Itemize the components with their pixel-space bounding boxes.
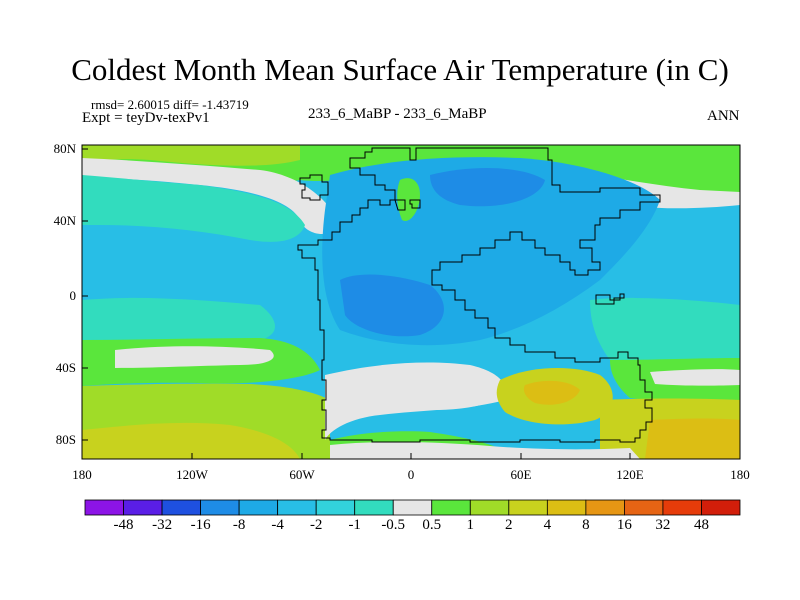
field-south-yellow-orange-west [82, 422, 300, 459]
coastlines [297, 147, 661, 443]
colorbar-swatch [277, 499, 317, 516]
lat-label-40n: 40N [53, 213, 76, 228]
field-north-yellow [82, 145, 300, 166]
lon-label-120w: 120W [176, 467, 208, 482]
lat-label-80n: 80N [53, 141, 76, 156]
axis-ticks [82, 148, 631, 459]
lon-label-60w: 60W [289, 467, 315, 482]
field-ocean-east-cyan [590, 297, 740, 363]
colorbar-swatch [123, 499, 163, 516]
colorbar-label: 0.5 [422, 517, 442, 533]
plot-title: Coldest Month Mean Surface Air Temperatu… [71, 52, 729, 87]
colorbar-swatch [431, 499, 471, 516]
colorbar-label: -8 [232, 517, 246, 533]
field-south-bottom-pale [330, 442, 640, 459]
colorbar-label: -4 [271, 517, 284, 533]
field-south-pale-west [115, 346, 274, 368]
colorbar-swatch [392, 499, 433, 516]
coastline-greenland [299, 174, 329, 201]
colorbar-label: 16 [616, 517, 632, 533]
center-label: 233_6_MaBP - 233_6_MaBP [308, 106, 487, 122]
experiment-label: Expt = teyDv-texPv1 [82, 110, 210, 126]
field-pangaea-core [340, 274, 444, 337]
colorbar-label: 1 [466, 517, 475, 533]
lon-label-180e: 180 [730, 467, 750, 482]
field-arctic-cyan [82, 175, 305, 242]
colorbar-swatch [469, 499, 510, 516]
coastline-pangaea [297, 147, 661, 443]
temperature-field [82, 145, 740, 459]
colorbar-label: -48 [113, 517, 134, 533]
lon-label-0: 0 [407, 467, 415, 482]
field-pangaea-north-core [430, 168, 545, 207]
field-ocean-west-cyan [82, 297, 275, 345]
colorbar-label: -1 [348, 517, 361, 533]
field-south-pale-east [650, 369, 740, 386]
colorbar-swatch [624, 499, 664, 516]
colorbar-label: 8 [582, 517, 590, 533]
colorbar-swatch [662, 499, 702, 516]
coastline-island-1 [394, 199, 406, 211]
colorbar-label: -16 [190, 517, 211, 533]
colorbar-label: 2 [505, 517, 513, 533]
colorbar-swatch [161, 499, 201, 516]
colorbar-label: -0.5 [381, 517, 406, 533]
field-south-warm-core [523, 380, 580, 405]
coastline-island-2 [409, 199, 421, 209]
field-south-east-orange [645, 418, 740, 459]
colorbar [84, 499, 741, 516]
colorbar-swatch [701, 499, 741, 516]
colorbar-swatch [354, 499, 394, 516]
field-arctic-pale [82, 158, 340, 235]
colorbar-label: -2 [309, 517, 323, 533]
coastline-island-3 [595, 293, 625, 305]
lat-label-40s: 40S [55, 360, 76, 375]
colorbar-label: 48 [694, 517, 709, 533]
lon-label-180w: 180 [72, 467, 92, 482]
colorbar-label: 4 [543, 517, 552, 533]
stats-line: rmsd= 2.60015 diff= -1.43719 [91, 97, 249, 112]
colorbar-label: -32 [152, 517, 173, 533]
colorbar-label: 32 [655, 517, 671, 533]
lat-label-0: 0 [69, 288, 77, 303]
colorbar-swatch [585, 499, 625, 516]
colorbar-swatch [546, 499, 587, 516]
lon-label-60e: 60E [510, 467, 532, 482]
lat-label-80s: 80S [55, 432, 76, 447]
field-south-middle-pale [400, 392, 490, 410]
lon-label-120e: 120E [616, 467, 644, 482]
colorbar-swatch [508, 499, 548, 516]
colorbar-swatch [200, 499, 240, 516]
colorbar-swatch [238, 499, 279, 516]
colorbar-swatch [315, 499, 356, 516]
colorbar-swatch [84, 499, 124, 516]
season-label: ANN [707, 108, 740, 124]
